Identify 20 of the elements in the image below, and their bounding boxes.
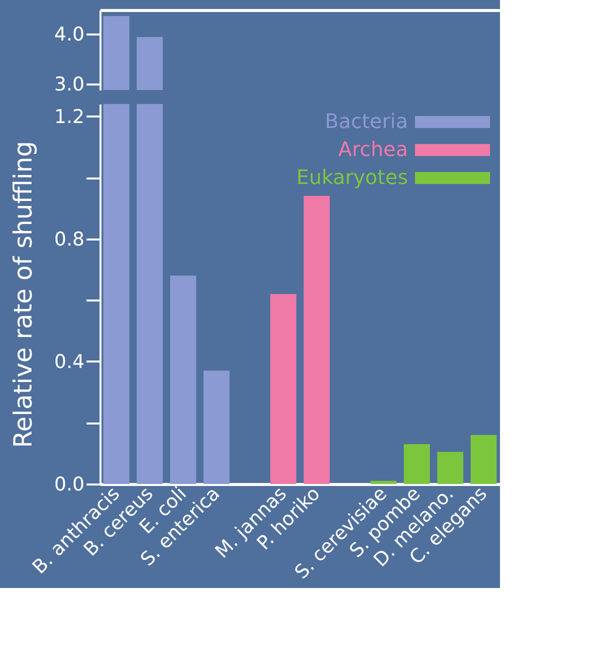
- bar: [270, 294, 296, 484]
- bar: [404, 444, 430, 484]
- y-tick-label: 0.4: [54, 350, 84, 373]
- bar: [470, 434, 497, 484]
- y-tick-label: 1.2: [54, 106, 84, 128]
- legend-label: Bacteria: [324, 109, 408, 133]
- legend-label: Eukaryotes: [296, 165, 408, 189]
- y-tick-label: 4.0: [54, 24, 84, 46]
- bar: [136, 104, 163, 484]
- bar: [370, 480, 396, 484]
- y-tick-label: 0.0: [54, 474, 84, 496]
- y-tick-label: 3.0: [54, 74, 84, 96]
- bar: [103, 104, 130, 484]
- y-tick-label: 0.8: [54, 228, 84, 250]
- bar: [170, 276, 196, 484]
- bar: [204, 370, 230, 484]
- y-axis-title: Relative rate of shuffling: [8, 140, 38, 448]
- bar: [437, 452, 464, 484]
- bar: [304, 196, 330, 484]
- legend-label: Archea: [338, 137, 408, 161]
